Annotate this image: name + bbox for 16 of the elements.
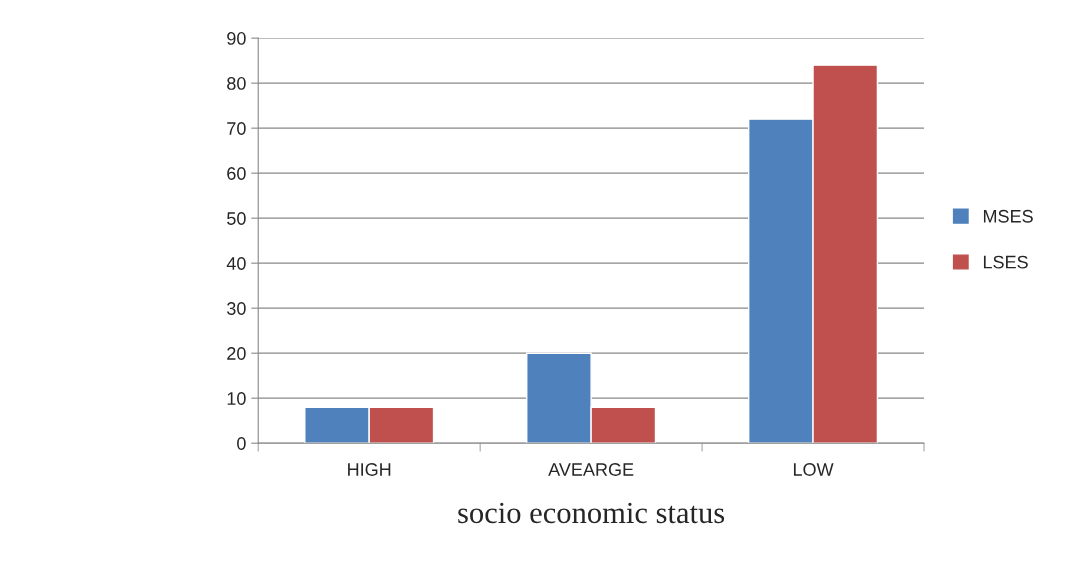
y-tick-label: 60 (227, 167, 246, 180)
x-tick-label: LOW (793, 463, 834, 476)
x-tick-label: HIGH (348, 463, 391, 476)
y-tick-label: 80 (227, 77, 246, 90)
y-tick-label: 20 (227, 347, 246, 360)
y-tick-label: 0 (237, 437, 246, 450)
y-tick-label: 50 (227, 212, 246, 225)
legend-label: MSES (983, 209, 1033, 223)
y-tick-label: 90 (227, 32, 246, 45)
y-tick-label: 70 (227, 122, 246, 135)
legend-label: LSES (983, 255, 1028, 269)
x-tick-label: AVEARGE (548, 463, 634, 476)
y-tick-label: 10 (227, 392, 246, 405)
y-tick-label: 40 (226, 257, 246, 270)
x-axis-title: socio economic status (458, 502, 725, 524)
y-tick-label: 30 (227, 302, 246, 315)
